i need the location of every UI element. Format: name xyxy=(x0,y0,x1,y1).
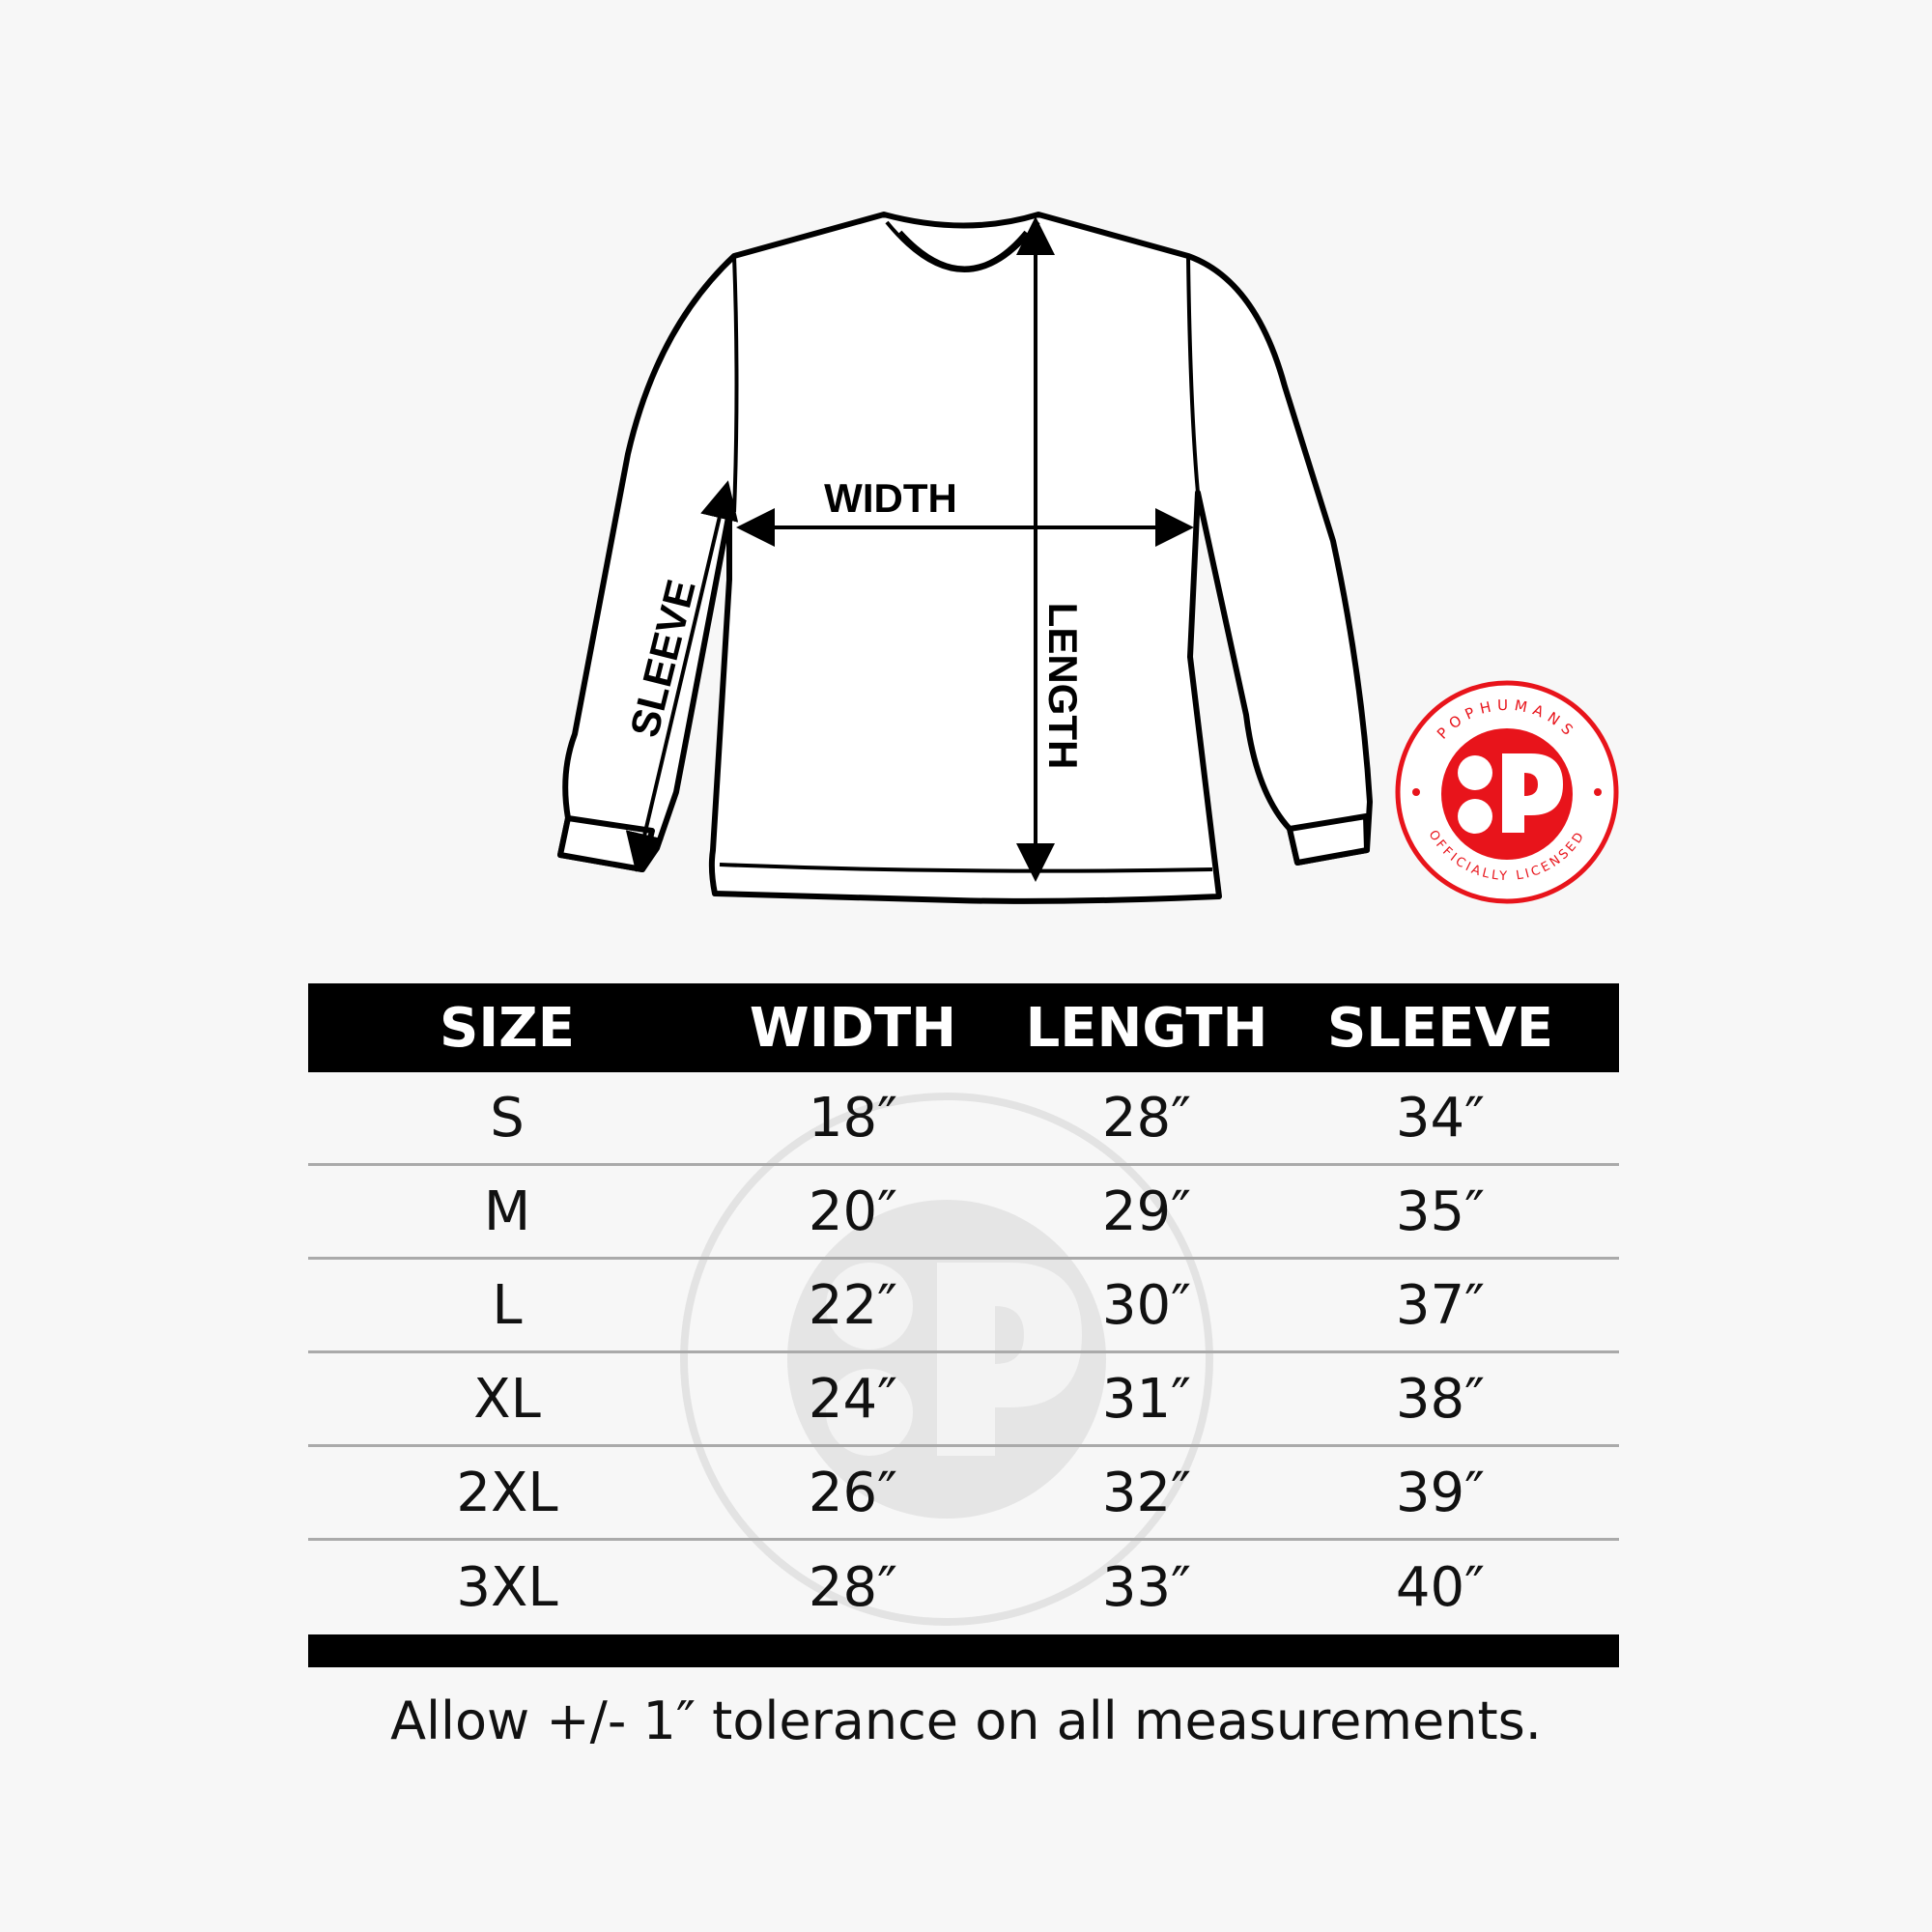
width-cell: 20″ xyxy=(808,1179,898,1243)
shirt-outline xyxy=(557,212,1373,904)
table-row: XL 24″ 31″ 38″ xyxy=(308,1353,1619,1447)
length-cell: 32″ xyxy=(1101,1461,1192,1524)
sleeve-cell: 38″ xyxy=(1395,1367,1486,1431)
length-label: LENGTH xyxy=(1040,603,1086,770)
length-cell: 30″ xyxy=(1101,1273,1192,1337)
size-chart-table: SIZE WIDTH LENGTH SLEEVE S 18″ 28″ 34″ M 20″ 2… xyxy=(308,983,1619,1667)
size-cell: 3XL xyxy=(456,1556,558,1619)
size-cell: L xyxy=(492,1273,523,1337)
sleeve-cell: 39″ xyxy=(1395,1461,1486,1524)
sleeve-cell: 35″ xyxy=(1395,1179,1486,1243)
sleeve-cell: 40″ xyxy=(1395,1556,1486,1619)
length-cell: 33″ xyxy=(1101,1556,1192,1619)
width-cell: 22″ xyxy=(808,1273,898,1337)
sleeve-cell: 34″ xyxy=(1395,1086,1486,1150)
sleeve-cell: 37″ xyxy=(1395,1273,1486,1337)
size-cell: S xyxy=(490,1086,525,1150)
width-cell: 24″ xyxy=(808,1367,898,1431)
header-width: WIDTH xyxy=(749,996,957,1060)
size-cell: 2XL xyxy=(456,1461,558,1524)
table-row: 3XL 28″ 33″ 40″ xyxy=(308,1541,1619,1634)
table-row: M 20″ 29″ 35″ xyxy=(308,1166,1619,1260)
header-sleeve: SLEEVE xyxy=(1326,996,1554,1060)
length-cell: 29″ xyxy=(1101,1179,1192,1243)
table-header: SIZE WIDTH LENGTH SLEEVE xyxy=(308,983,1619,1072)
width-cell: 28″ xyxy=(808,1556,898,1619)
table-row: S 18″ 28″ 34″ xyxy=(308,1072,1619,1166)
width-cell: 18″ xyxy=(808,1086,898,1150)
long-sleeve-shirt-diagram: WIDTH LENGTH SLEEVE POPHUMANS OFFICIALLY… xyxy=(557,212,1619,904)
tolerance-note: Allow +/- 1″ tolerance on all measuremen… xyxy=(390,1690,1542,1751)
size-cell: XL xyxy=(473,1367,541,1431)
length-cell: 28″ xyxy=(1101,1086,1192,1150)
pophumans-logo: POPHUMANS OFFICIALLY LICENSED xyxy=(1395,680,1619,904)
table-bottom-bar xyxy=(308,1634,1619,1667)
table-row: L 22″ 30″ 37″ xyxy=(308,1260,1619,1353)
width-label: WIDTH xyxy=(824,475,957,521)
header-length: LENGTH xyxy=(1025,996,1268,1060)
header-size: SIZE xyxy=(439,996,576,1060)
length-cell: 31″ xyxy=(1101,1367,1192,1431)
width-cell: 26″ xyxy=(808,1461,898,1524)
sleeve-arrow xyxy=(625,480,739,872)
table-row: 2XL 26″ 32″ 39″ xyxy=(308,1447,1619,1541)
size-cell: M xyxy=(483,1179,531,1243)
